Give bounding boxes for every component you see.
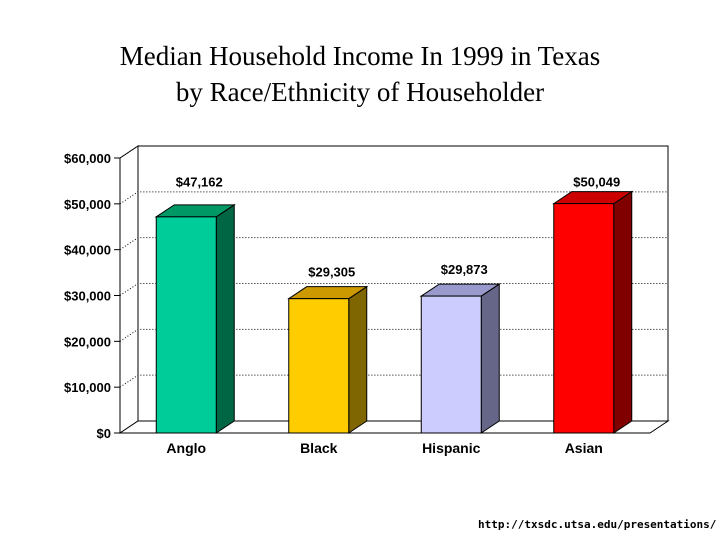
x-tick-label: Asian	[565, 440, 603, 456]
data-label: $50,049	[573, 175, 620, 190]
bar-hispanic	[419, 283, 501, 434]
gridline	[119, 328, 668, 342]
gridline	[119, 145, 668, 159]
chart-title: Median Household Income In 1999 in Texas…	[0, 38, 720, 110]
y-axis: $0 $10,000 $20,000 $30,000 $40,000 $50,000 $60…	[64, 151, 121, 441]
y-tick-label: $60,000	[64, 151, 111, 166]
x-tick-label: Anglo	[166, 440, 206, 456]
bar-side	[348, 285, 368, 434]
data-label: $47,162	[176, 175, 223, 190]
y-tick-label: $30,000	[64, 289, 111, 304]
x-axis: Anglo Black Hispanic Asian	[166, 440, 602, 456]
gridlines	[119, 145, 668, 388]
x-tick-label: Black	[300, 440, 338, 456]
y-tick-label: $0	[97, 426, 111, 441]
side-wall	[119, 145, 139, 434]
gridline	[119, 191, 668, 205]
x-tick-label: Hispanic	[422, 440, 481, 456]
y-tick-label: $50,000	[64, 197, 111, 212]
data-labels: $47,162 $29,305 $29,873 $50,049	[176, 175, 621, 280]
data-label: $29,873	[441, 262, 488, 277]
gridline	[119, 237, 668, 251]
bar-front	[155, 216, 217, 434]
data-label: $29,305	[308, 265, 355, 280]
bar-anglo	[154, 203, 236, 434]
bar-front	[288, 298, 350, 434]
bar-front	[420, 295, 482, 434]
bar-side	[613, 190, 633, 434]
chart-title-line-2: by Race/Ethnicity of Householder	[175, 77, 545, 107]
y-tick-label: $20,000	[64, 334, 111, 349]
bar-black	[287, 285, 369, 434]
source-url: http://txsdc.utsa.edu/presentations/	[478, 518, 717, 531]
bars	[154, 190, 634, 434]
bar-front	[553, 203, 615, 434]
gridline	[119, 374, 668, 388]
y-tick-label: $40,000	[64, 243, 111, 258]
chart-title-line-1: Median Household Income In 1999 in Texas	[119, 41, 601, 71]
bar-side	[480, 283, 500, 434]
bar-side	[215, 203, 235, 434]
y-tick-label: $10,000	[64, 380, 111, 395]
gridline	[119, 283, 668, 296]
bar-asian	[552, 190, 634, 434]
